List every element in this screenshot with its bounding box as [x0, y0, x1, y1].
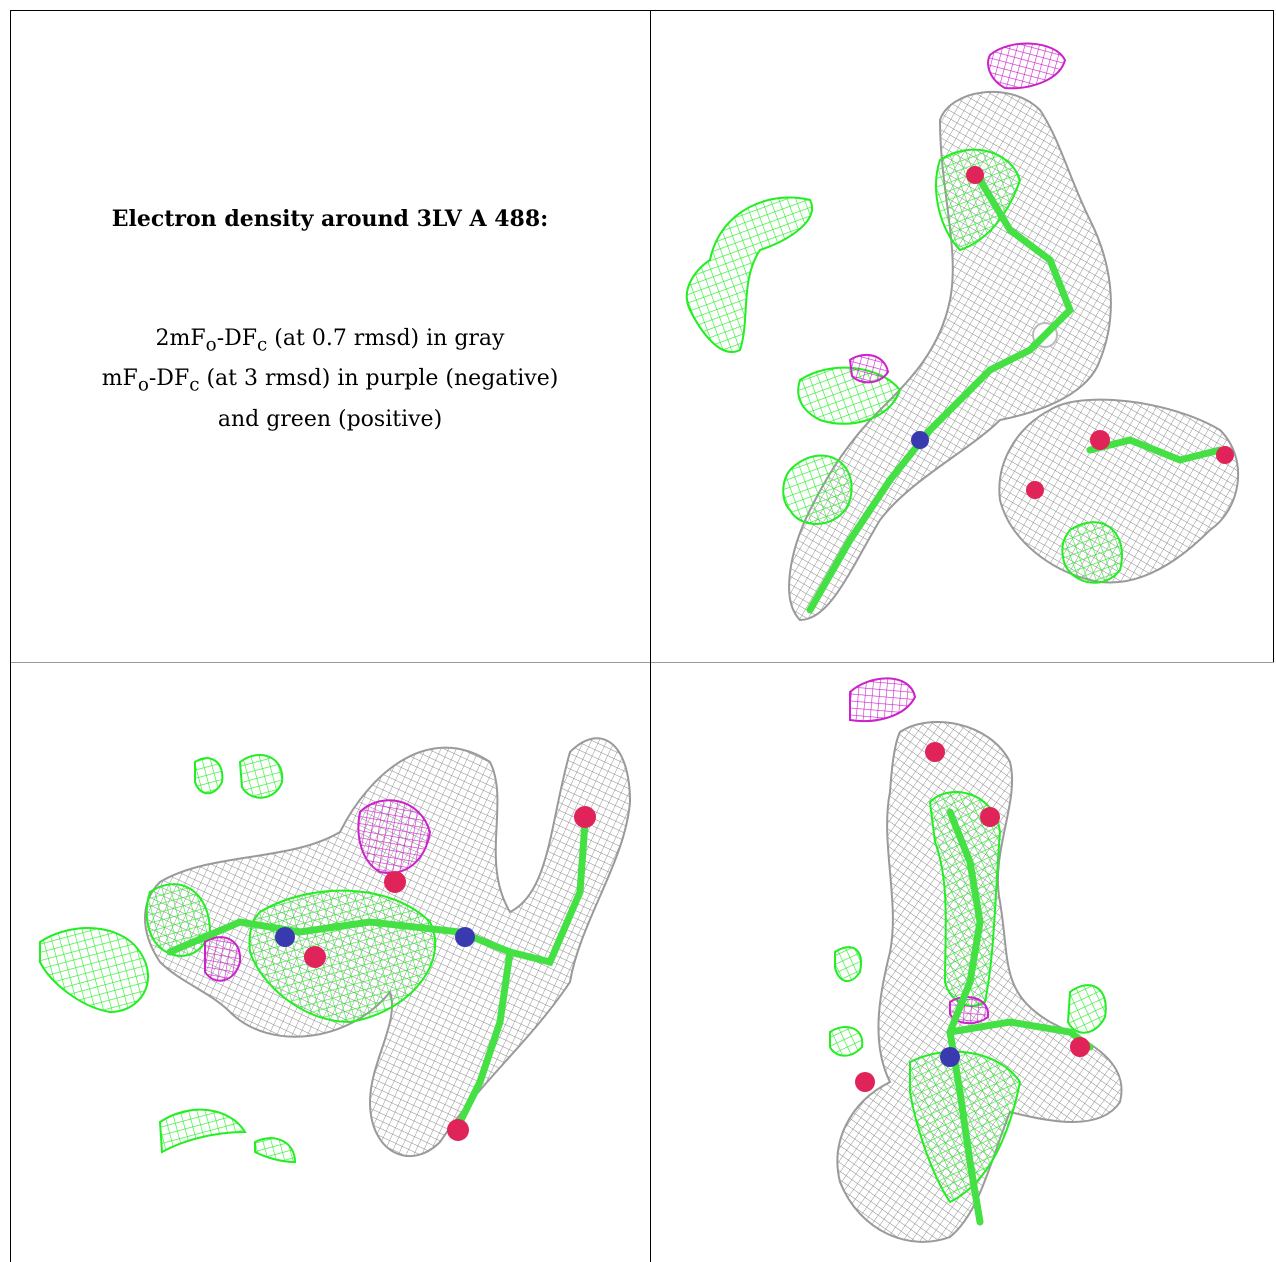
- oxygen-atom: [1070, 1037, 1090, 1057]
- table-border-right: [1273, 10, 1274, 662]
- green-density-mesh: [782, 454, 853, 525]
- table-border-left: [10, 10, 11, 1262]
- caption-line-fo-fc: mFo-DFc (at 3 rmsd) in purple (negative): [101, 366, 559, 396]
- purple-density-mesh: [849, 677, 917, 723]
- caption-title: Electron density around 3LV A 488:: [111, 206, 549, 232]
- nitrogen-atom: [275, 927, 295, 947]
- ligand-stick: [806, 176, 1075, 614]
- ligand-stick: [1086, 436, 1224, 464]
- gray-density-mesh: [998, 398, 1240, 584]
- density-view-3: [650, 662, 1274, 1262]
- purple-density-mesh: [987, 42, 1067, 90]
- oxygen-atom: [925, 742, 945, 762]
- table-border-center: [650, 10, 651, 1262]
- nitrogen-atom: [455, 927, 475, 947]
- green-density-mesh: [1066, 984, 1107, 1034]
- green-density-mesh: [685, 196, 813, 353]
- density-view-1: [650, 10, 1274, 662]
- nitrogen-atom: [911, 431, 929, 449]
- oxygen-atom: [384, 871, 406, 893]
- oxygen-atom: [1026, 481, 1044, 499]
- purple-density-mesh: [204, 936, 242, 982]
- oxygen-atom: [855, 1072, 875, 1092]
- green-density-mesh: [194, 757, 224, 795]
- green-density-mesh: [1061, 521, 1123, 584]
- green-density-mesh: [39, 927, 150, 1014]
- green-density-mesh: [834, 946, 862, 982]
- green-density-mesh: [928, 791, 1002, 1007]
- caption-line-colors: and green (positive): [217, 406, 443, 432]
- table-border-middle: [10, 662, 1274, 663]
- nitrogen-atom: [940, 1047, 960, 1067]
- caption-legend: 2mFo-DFc (at 0.7 rmsd) in gray mFo-DFc (…: [10, 322, 650, 437]
- green-density-mesh: [158, 1108, 247, 1154]
- oxygen-atom: [980, 807, 1000, 827]
- caption-cell: Electron density around 3LV A 488: 2mFo-…: [10, 10, 650, 662]
- green-density-mesh: [254, 1137, 297, 1164]
- table-border-top: [10, 10, 1274, 11]
- oxygen-atom: [1216, 446, 1234, 464]
- ligand-stick: [946, 808, 984, 1226]
- ligand-stick: [456, 948, 514, 1126]
- green-density-mesh: [829, 1026, 864, 1057]
- oxygen-atom: [1090, 430, 1110, 450]
- purple-density-mesh: [848, 353, 890, 384]
- oxygen-atom: [966, 166, 984, 184]
- oxygen-atom: [304, 946, 326, 968]
- gray-density-mesh: [788, 90, 1112, 622]
- purple-density-mesh: [357, 799, 432, 874]
- oxygen-atom: [447, 1119, 469, 1141]
- density-view-2: [10, 662, 650, 1262]
- caption-line-2fo-fc: 2mFo-DFc (at 0.7 rmsd) in gray: [155, 326, 505, 356]
- figure-table: Electron density around 3LV A 488: 2mFo-…: [10, 10, 1274, 1262]
- green-density-mesh: [935, 148, 1022, 252]
- green-density-mesh: [238, 753, 284, 799]
- oxygen-atom: [574, 806, 596, 828]
